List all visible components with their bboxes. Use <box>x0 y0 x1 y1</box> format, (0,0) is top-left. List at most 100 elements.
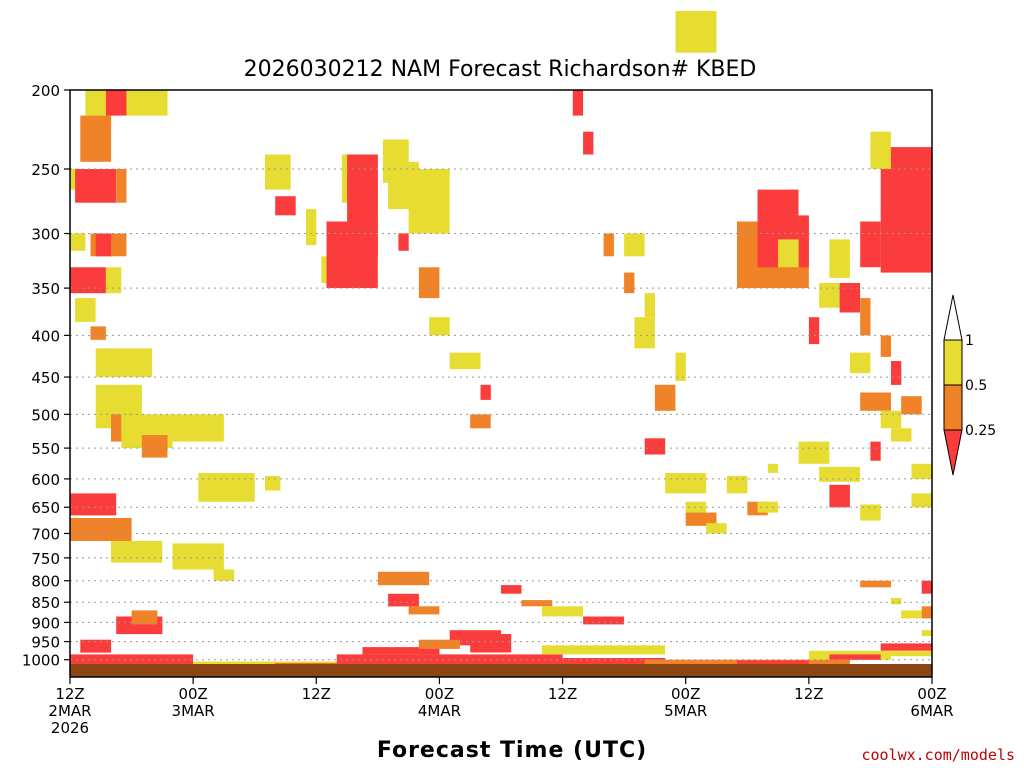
chart-title: 2026030212 NAM Forecast Richardson# KBED <box>244 57 757 82</box>
ri-cell <box>860 504 881 521</box>
x-tick-label: 12Z <box>55 685 84 703</box>
ri-cell <box>870 441 881 461</box>
ground-band <box>70 664 932 677</box>
ri-cell <box>542 606 583 617</box>
x-tick-label: 00Z <box>671 685 700 703</box>
y-tick-label: 500 <box>31 406 60 424</box>
legend-bin-yellow <box>943 339 963 386</box>
ri-cell <box>603 233 614 257</box>
ri-cell <box>75 169 117 203</box>
ri-cell <box>911 493 932 508</box>
y-tick-label: 750 <box>31 550 60 568</box>
ri-cell <box>470 634 512 653</box>
ri-cell <box>654 384 676 411</box>
x-tick-label: 00Z <box>917 685 946 703</box>
x-tick-label: 5MAR <box>664 702 707 720</box>
ri-cell <box>95 233 112 257</box>
ri-cell <box>891 650 932 657</box>
ri-cell <box>921 630 932 636</box>
ri-cell <box>921 606 932 619</box>
y-axis: 200 250 300 350 400 450 500 550 600 650 700 750 800 8… <box>22 82 70 670</box>
y-tick-label: 900 <box>31 614 60 632</box>
ri-cell <box>891 428 912 442</box>
ri-cell <box>418 639 460 649</box>
ri-cell <box>75 298 96 322</box>
ri-cell <box>70 493 117 516</box>
legend-level-label: 0.25 <box>965 423 996 439</box>
plot-frame <box>69 89 933 678</box>
ri-cell <box>80 639 112 653</box>
ri-cell <box>80 115 112 162</box>
ri-cell <box>213 569 235 581</box>
ri-cell <box>891 361 902 385</box>
y-tick-label: 600 <box>31 471 60 489</box>
ri-cell <box>911 463 932 479</box>
ri-cell <box>265 154 291 190</box>
legend-level-label: 0.5 <box>965 378 987 394</box>
ri-cell <box>819 283 840 308</box>
ri-cell <box>583 616 625 625</box>
ri-cell <box>675 352 686 381</box>
y-tick-label: 950 <box>31 634 60 652</box>
y-tick-label: 200 <box>31 82 60 100</box>
ri-cell <box>634 317 655 349</box>
ri-cell <box>665 473 707 494</box>
y-tick-label: 250 <box>31 161 60 179</box>
ri-cell <box>829 484 850 508</box>
y-tick-label: 1000 <box>22 652 60 670</box>
ri-cell <box>85 90 168 116</box>
ri-cell <box>449 352 481 370</box>
ri-cell <box>860 580 891 588</box>
ri-cell <box>819 466 861 482</box>
ri-cell <box>542 645 666 655</box>
ri-cell <box>398 233 409 251</box>
ri-cell <box>408 606 440 615</box>
legend-bin-red <box>943 429 963 476</box>
ri-cell <box>767 463 779 473</box>
ri-cell <box>388 593 419 607</box>
ri-cell <box>726 475 748 494</box>
legend: 1 0.5 0.25 <box>943 294 996 476</box>
ri-cell <box>849 352 871 374</box>
ri-cell <box>105 267 122 294</box>
x-tick-label: 3MAR <box>172 702 215 720</box>
ri-cell <box>70 233 86 251</box>
ri-cell <box>418 267 440 299</box>
y-tick-label: 400 <box>31 327 60 345</box>
ri-cell <box>265 475 281 491</box>
ri-cell <box>408 169 450 234</box>
x-tick-label: 12Z <box>548 685 577 703</box>
y-tick-label: 450 <box>31 369 60 387</box>
ri-cell <box>624 233 645 257</box>
y-tick-label: 300 <box>31 226 60 244</box>
ri-cell <box>90 326 106 340</box>
ri-cell <box>198 473 255 502</box>
ri-cell <box>95 348 153 378</box>
ri-cell <box>829 239 850 278</box>
x-tick-label: 00Z <box>425 685 454 703</box>
ri-cell <box>860 221 881 268</box>
ri-cell <box>116 169 127 203</box>
x-tick-label: 2MAR <box>48 702 91 720</box>
y-tick-label: 800 <box>31 573 60 591</box>
ri-cell <box>839 283 861 313</box>
ri-cell <box>644 293 655 318</box>
ri-cell <box>624 272 635 294</box>
x-tick-label: 12Z <box>302 685 331 703</box>
x-tick-label: 2026 <box>51 719 89 737</box>
x-tick-label: 4MAR <box>418 702 461 720</box>
ri-cell <box>105 90 127 116</box>
ri-cell <box>685 501 707 516</box>
legend-level-label: 1 <box>965 333 974 349</box>
legend-bin-orange <box>943 384 963 431</box>
ri-cell <box>798 441 830 464</box>
ri-cell <box>901 610 922 619</box>
y-tick-label: 550 <box>31 440 60 458</box>
x-tick-label: 6MAR <box>910 702 953 720</box>
ri-cell <box>798 215 809 268</box>
legend-bin-high <box>943 294 963 341</box>
ri-cell <box>675 11 717 53</box>
ri-cell <box>70 267 106 294</box>
ri-cell <box>572 90 584 116</box>
